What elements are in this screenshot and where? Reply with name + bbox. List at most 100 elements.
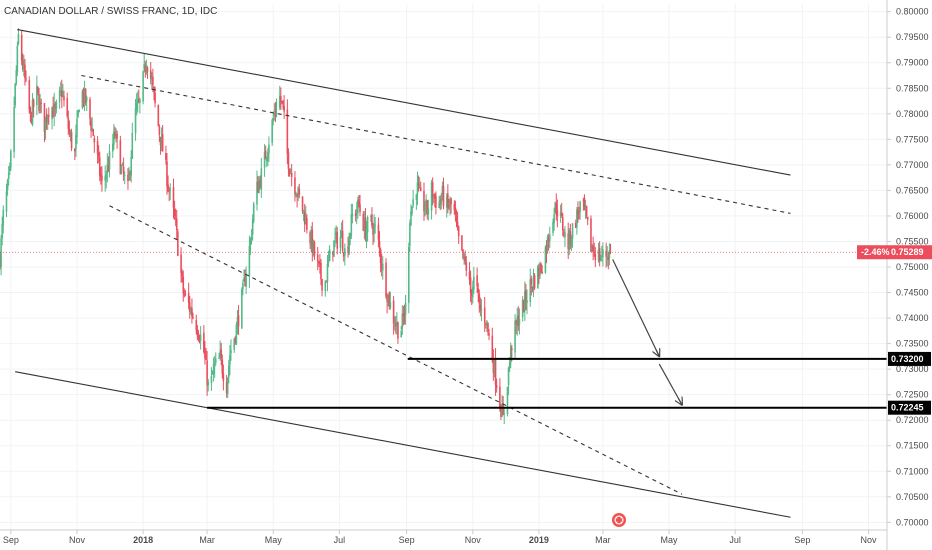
candle-body xyxy=(386,298,388,303)
candle-body xyxy=(445,195,448,208)
candle-body xyxy=(348,239,350,255)
candle-body xyxy=(468,272,471,280)
candle-body xyxy=(462,249,464,259)
candle-body xyxy=(493,360,496,374)
candle-body xyxy=(149,70,152,79)
candle-body xyxy=(220,349,223,359)
candle-body xyxy=(8,166,11,172)
candle-body xyxy=(226,377,229,395)
candle-body xyxy=(340,231,343,238)
price-tick-label: 0.76000 xyxy=(896,211,929,221)
candle-body xyxy=(431,182,434,198)
last-price-tag xyxy=(857,245,932,260)
chart-grid xyxy=(0,4,887,530)
price-tick-label: 0.79000 xyxy=(896,58,929,68)
candle-body xyxy=(225,381,228,393)
candle-body xyxy=(418,186,421,188)
level-price-label: 0.73200 xyxy=(891,354,924,364)
candle-body xyxy=(574,222,577,229)
candle-body xyxy=(372,227,374,235)
candle-body xyxy=(532,276,535,289)
projection-arrow[interactable] xyxy=(658,363,682,405)
price-tick-label: 0.77500 xyxy=(896,134,929,144)
trendline[interactable] xyxy=(17,28,791,176)
candle-body xyxy=(97,152,100,157)
candle-body xyxy=(287,152,290,169)
price-tick-label: 0.71500 xyxy=(896,441,929,451)
trendline-drawings[interactable] xyxy=(15,28,791,518)
candle-body xyxy=(522,300,525,313)
candle-body xyxy=(36,85,38,106)
time-axis[interactable]: Sep Nov 2018 Mar May Jul Sep Nov 2019 Mar May Jul Se… xyxy=(0,529,887,545)
candle-body xyxy=(576,209,578,227)
trendline[interactable] xyxy=(109,205,683,495)
candle-body xyxy=(85,97,88,101)
candle-body xyxy=(554,202,556,214)
price-tick-label: 0.72500 xyxy=(896,390,929,400)
price-tick-label: 0.73500 xyxy=(896,339,929,349)
candle-body xyxy=(560,212,563,217)
candle-body xyxy=(358,201,360,205)
candle-body xyxy=(32,99,35,108)
horizontal-levels[interactable] xyxy=(207,357,887,409)
candle-body xyxy=(44,117,47,130)
candle-body xyxy=(66,97,69,117)
candle-body xyxy=(571,223,574,240)
candle-body xyxy=(263,151,266,168)
candle-body xyxy=(173,208,176,217)
candle-body xyxy=(533,275,536,289)
candle-body xyxy=(590,218,592,252)
candle-body xyxy=(203,332,205,353)
candle-body xyxy=(177,231,179,256)
price-axis[interactable]: 0.80000 0.79500 0.79000 0.78500 0.78000 0.775… xyxy=(857,0,932,550)
candle-body xyxy=(52,106,54,118)
candle-body xyxy=(410,211,412,226)
candle-body xyxy=(484,323,487,325)
candle-body xyxy=(387,294,389,302)
candle-body xyxy=(393,325,396,327)
candle-body xyxy=(556,210,559,217)
candle-body xyxy=(516,316,519,325)
candle-body xyxy=(349,233,352,239)
candle-body xyxy=(135,103,138,110)
candle-body xyxy=(592,245,594,252)
candle-body xyxy=(402,313,405,317)
time-tick-label: Sep xyxy=(794,535,810,545)
price-tick-label: 0.72000 xyxy=(896,415,929,425)
candle-body xyxy=(288,169,291,174)
candle-body xyxy=(296,195,298,197)
trendline[interactable] xyxy=(81,74,791,214)
candle-body xyxy=(157,105,160,126)
trendline[interactable] xyxy=(15,371,791,518)
candle-body xyxy=(187,293,190,303)
candle-body xyxy=(54,104,57,109)
publish-icon[interactable] xyxy=(612,513,626,527)
candle-body xyxy=(540,263,542,273)
candle-body xyxy=(509,346,512,364)
candle-body xyxy=(195,320,198,331)
candle-body xyxy=(409,222,411,246)
candle-body xyxy=(570,238,573,245)
candle-body xyxy=(213,363,216,367)
candle-body xyxy=(184,293,187,295)
candle-body xyxy=(416,182,419,195)
candle-body xyxy=(234,337,237,343)
candle-body xyxy=(461,235,463,250)
candle-body xyxy=(134,107,137,134)
candle-body xyxy=(478,293,481,304)
candle-body xyxy=(1,224,3,239)
candle-body xyxy=(394,323,397,326)
candle-body xyxy=(327,260,330,263)
candle-body xyxy=(364,217,367,241)
candle-body xyxy=(104,176,106,181)
candle-body xyxy=(316,254,319,262)
projection-arrow[interactable] xyxy=(612,259,660,356)
candle-body xyxy=(553,214,555,224)
candle-body xyxy=(161,133,164,152)
time-tick-label: Jul xyxy=(729,535,741,545)
candle-body xyxy=(169,188,172,191)
candle-body xyxy=(332,251,334,256)
candle-body xyxy=(7,173,10,180)
candle-body xyxy=(43,103,46,132)
